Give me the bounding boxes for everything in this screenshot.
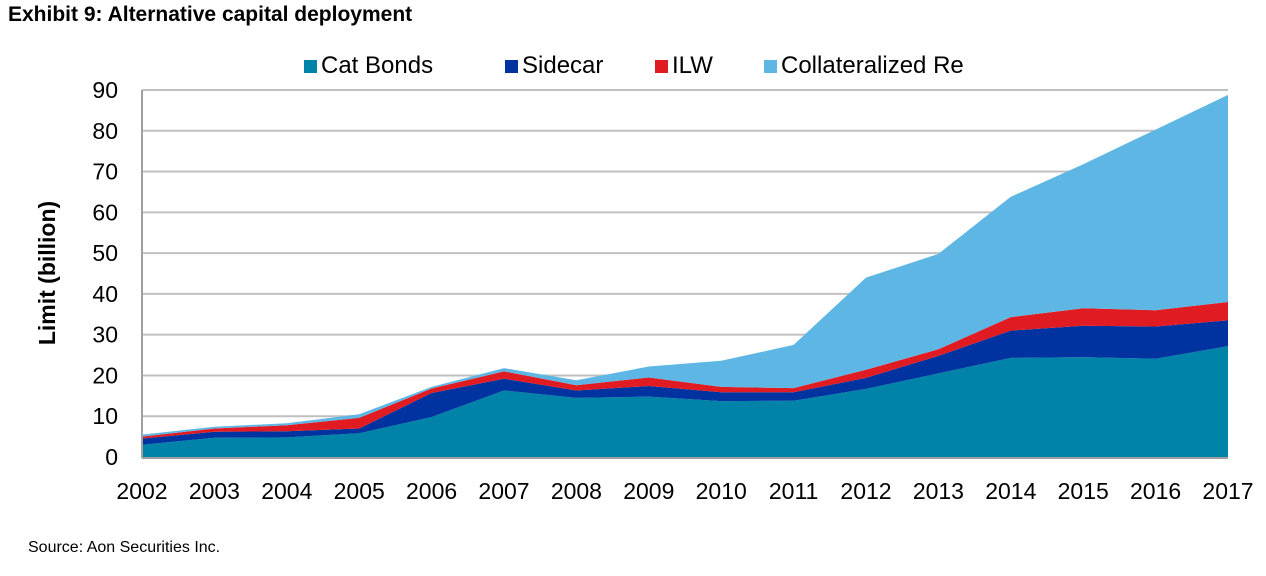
y-axis-label: Limit (billion) <box>34 201 60 345</box>
x-tick-label: 2015 <box>1058 478 1109 504</box>
x-tick-label: 2006 <box>406 478 457 504</box>
legend-swatch-sidecar <box>505 59 518 73</box>
x-tick-label: 2012 <box>840 478 891 504</box>
legend-item-cat-bonds: Cat Bonds <box>304 52 433 80</box>
area-layers <box>142 94 1228 457</box>
x-tick-labels: 2002 2003 2004 2005 2006 2007 2008 2009 2010 2011… <box>116 478 1253 504</box>
legend-swatch-collateralized-re <box>764 59 777 73</box>
area-sidecar <box>142 320 1228 445</box>
legend-label-ilw: ILW <box>672 52 713 79</box>
y-tick-label: 30 <box>92 322 118 348</box>
legend-label-cat-bonds: Cat Bonds <box>321 52 434 79</box>
y-tick-labels: 0 10 20 30 40 50 60 70 80 90 <box>92 77 118 470</box>
x-tick-label: 2004 <box>261 478 312 504</box>
y-tick-label: 60 <box>92 199 118 225</box>
x-tick-label: 2005 <box>334 478 385 504</box>
x-tick-label: 2011 <box>769 478 818 504</box>
y-tick-label: 80 <box>92 118 118 144</box>
legend-item-ilw: ILW <box>655 52 713 80</box>
legend-label-collateralized-re: Collateralized Re <box>781 52 964 79</box>
y-tick-label: 0 <box>105 444 118 470</box>
area-collateralized-re <box>142 94 1228 437</box>
legend: Cat Bonds Sidecar ILW Collateralized Re <box>0 52 1266 82</box>
y-tick-label: 40 <box>92 281 118 307</box>
x-tick-label: 2013 <box>913 478 964 504</box>
legend-label-sidecar: Sidecar <box>522 52 604 79</box>
x-tick-label: 2017 <box>1202 478 1253 504</box>
axes <box>141 90 1228 459</box>
x-tick-label: 2016 <box>1130 478 1181 504</box>
x-tick-label: 2009 <box>623 478 674 504</box>
area-cat-bonds <box>142 346 1228 457</box>
y-tick-label: 90 <box>92 77 118 103</box>
y-tick-label: 50 <box>92 240 118 266</box>
x-tick-label: 2008 <box>551 478 602 504</box>
source-note: Source: Aon Securities Inc. <box>28 539 221 556</box>
x-tick-label: 2010 <box>696 478 747 504</box>
chart-title: Exhibit 9: Alternative capital deploymen… <box>8 3 413 26</box>
x-tick-label: 2002 <box>116 478 167 504</box>
y-tick-label: 70 <box>92 159 118 185</box>
area-ilw <box>142 302 1228 439</box>
x-tick-label: 2003 <box>189 478 240 504</box>
y-tick-label: 10 <box>92 403 118 429</box>
legend-swatch-ilw <box>655 59 668 73</box>
x-tick-label: 2014 <box>985 478 1036 504</box>
legend-swatch-cat-bonds <box>304 59 317 73</box>
y-tick-label: 20 <box>92 362 118 388</box>
legend-item-sidecar: Sidecar <box>505 52 603 80</box>
legend-item-collateralized-re: Collateralized Re <box>764 52 964 80</box>
x-tick-label: 2007 <box>478 478 529 504</box>
